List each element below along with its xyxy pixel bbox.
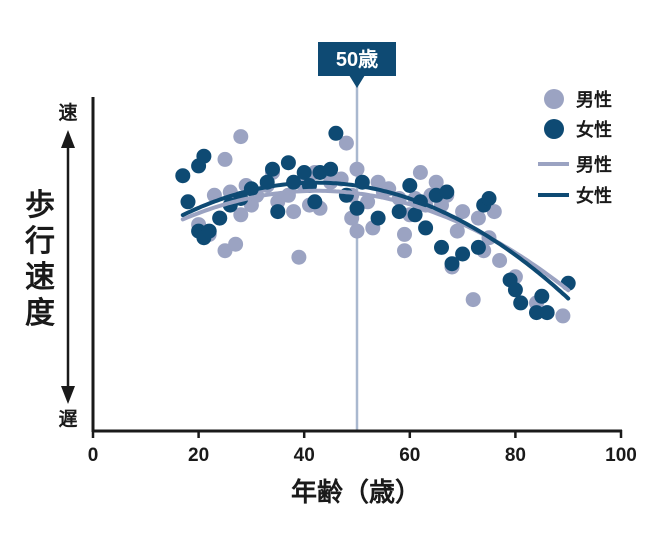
female-data-point — [370, 210, 386, 226]
male-data-point — [349, 161, 365, 177]
female-data-point — [407, 207, 423, 223]
female-data-point — [534, 288, 550, 304]
female-data-point — [328, 125, 344, 141]
scatter-points — [175, 125, 576, 324]
x-axis-title: 年齢（歳） — [291, 477, 421, 508]
legend-label: 男性 — [576, 89, 612, 111]
female-data-point — [434, 239, 449, 255]
male-data-point — [428, 174, 444, 190]
male-data-point — [397, 226, 412, 242]
y-axis-title-char: 歩 — [25, 188, 55, 223]
legend-label: 女性 — [576, 119, 612, 141]
x-tick-label: 100 — [605, 445, 637, 466]
female-data-point — [349, 200, 365, 216]
female-data-point — [175, 168, 191, 184]
female-data-point — [323, 161, 339, 177]
female-data-point — [513, 295, 529, 311]
female-data-point — [455, 246, 471, 262]
female-data-point — [418, 220, 434, 236]
y-axis-title-char: 度 — [25, 296, 55, 331]
male-data-point — [233, 129, 249, 145]
y-axis-fast-label: 速 — [58, 101, 77, 124]
y-axis-up-arrow-icon — [61, 130, 75, 148]
female-data-point — [265, 161, 280, 177]
male-data-point — [228, 236, 244, 252]
female-data-point — [201, 223, 217, 239]
y-axis-down-arrow-icon — [61, 386, 75, 404]
age-50-callout-box — [318, 42, 396, 76]
y-axis-title: 歩行速度 — [24, 188, 55, 331]
female-data-point — [481, 191, 497, 206]
male-data-point — [217, 151, 233, 167]
y-axis-slow-label: 遅 — [58, 408, 77, 430]
female-trend-line — [180, 180, 571, 301]
legend-label: 女性 — [576, 185, 612, 207]
male-data-point — [449, 223, 465, 239]
male-data-point — [286, 204, 302, 220]
male-data-point — [465, 292, 481, 308]
female-data-point — [391, 204, 407, 220]
female-data-point — [402, 178, 418, 193]
legend-label: 男性 — [576, 154, 612, 176]
y-axis-title-char: 行 — [24, 224, 55, 259]
female-data-point — [270, 204, 286, 220]
x-tick-label: 60 — [399, 445, 420, 466]
male-data-point — [470, 210, 486, 226]
x-axis-ticks: 0 20 40 60 80 100 — [88, 430, 637, 466]
male-data-point — [412, 165, 428, 180]
female-data-point — [307, 194, 323, 210]
female-data-point — [196, 148, 212, 164]
female-data-point — [280, 155, 296, 171]
x-tick-label: 40 — [294, 445, 315, 466]
male-data-point — [349, 223, 365, 239]
male-data-point — [492, 253, 508, 268]
female-data-point — [212, 210, 228, 226]
legend-marker — [544, 89, 564, 109]
female-data-point — [444, 256, 460, 272]
female-data-point — [507, 282, 523, 298]
legend-marker — [544, 119, 564, 139]
male-data-point — [455, 204, 471, 220]
female-data-point — [296, 165, 312, 180]
x-tick-label: 20 — [188, 445, 209, 466]
female-data-point — [439, 184, 455, 200]
male-data-point — [338, 135, 354, 151]
male-data-point — [397, 243, 412, 259]
male-data-point — [291, 249, 307, 265]
y-axis-title-char: 速 — [25, 260, 55, 295]
female-data-point — [539, 305, 555, 321]
age-50-callout-pointer — [349, 75, 365, 88]
female-data-point — [180, 194, 196, 210]
male-data-point — [233, 207, 249, 223]
trend-lines — [180, 180, 571, 301]
female-data-point — [470, 239, 486, 255]
age-50-callout-label: 50歳 — [336, 47, 378, 71]
male-data-point — [555, 308, 571, 324]
female-data-point — [529, 305, 544, 321]
x-tick-label: 0 — [88, 445, 99, 466]
x-tick-label: 80 — [505, 445, 526, 466]
